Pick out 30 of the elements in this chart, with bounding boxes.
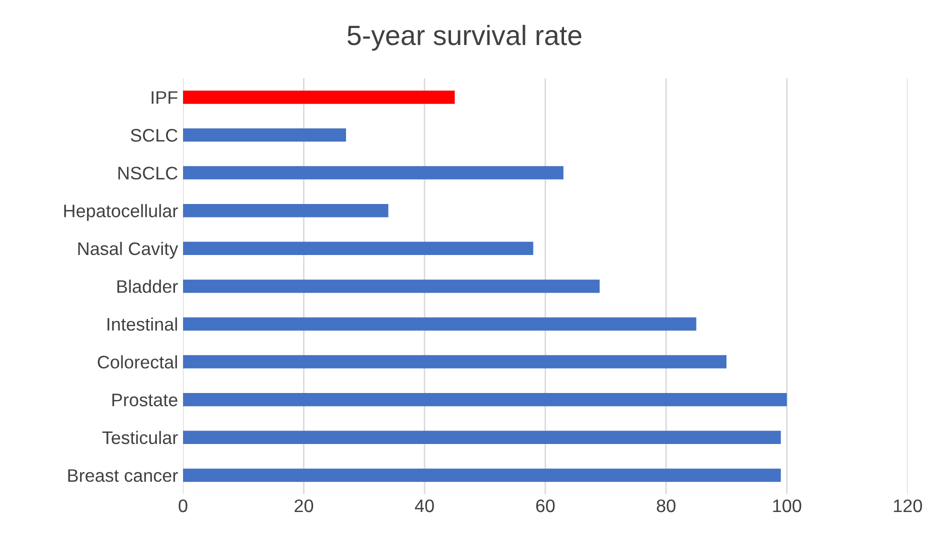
y-tick-label: Prostate xyxy=(112,394,178,406)
bar xyxy=(183,242,534,256)
y-tick-label: Intestinal xyxy=(108,317,177,331)
bar xyxy=(183,204,388,218)
y-tick-label: IPF xyxy=(152,91,178,104)
x-tick-label: 60 xyxy=(536,499,555,512)
x-tick-label: 20 xyxy=(294,499,314,512)
bar xyxy=(183,468,781,482)
bar xyxy=(183,317,696,331)
bar xyxy=(183,280,600,293)
bar xyxy=(183,90,455,104)
y-tick-label: NSCLC xyxy=(118,166,178,180)
x-tick-label: 0 xyxy=(178,499,188,512)
x-tick-label: 40 xyxy=(414,499,434,512)
bar xyxy=(183,355,726,368)
bar xyxy=(183,128,346,142)
y-tick-label: SCLC xyxy=(130,128,178,142)
y-tick-label: Hepatocellular xyxy=(64,204,178,221)
y-tick-label: Nasal Cavity xyxy=(78,242,178,259)
x-tick-label: 120 xyxy=(894,499,922,512)
y-tick-label: Bladder xyxy=(117,280,178,293)
chart-title: 5-year survival rate xyxy=(348,24,582,51)
bar xyxy=(183,430,781,444)
bar xyxy=(183,166,564,180)
y-tick-label: Breast cancer xyxy=(68,469,178,482)
y-tick-label: Testicular xyxy=(102,430,178,444)
bar xyxy=(183,392,787,406)
x-tick-label: 80 xyxy=(656,499,676,512)
x-tick-label: 100 xyxy=(773,499,802,512)
y-tick-label: Colorectal xyxy=(98,355,177,369)
